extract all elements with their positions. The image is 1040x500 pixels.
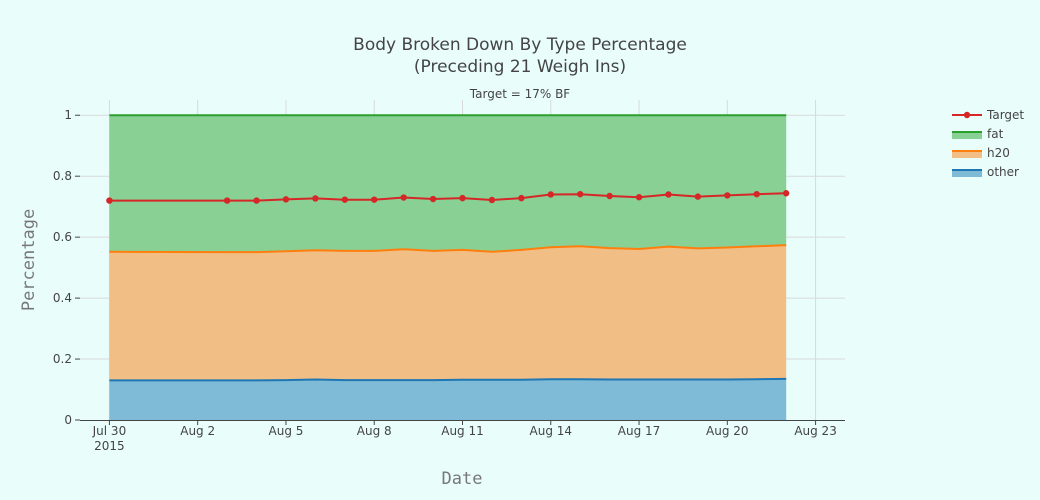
legend-label-other: other — [987, 165, 1019, 179]
legend-item-fat: fat — [952, 127, 1004, 141]
legend: Target fat h20 other — [952, 108, 1024, 179]
x-tick-label-1: Aug 2 — [180, 424, 215, 438]
chart-subtitle: Target = 17% BF — [469, 87, 571, 101]
area-series — [109, 115, 787, 420]
target-point-7 — [400, 194, 407, 201]
legend-swatch-h20 — [952, 151, 982, 158]
line-h20 — [109, 244, 787, 254]
series-lines — [109, 114, 787, 382]
target-point-6 — [371, 196, 378, 203]
legend-item-other: other — [952, 165, 1019, 179]
target-series — [106, 190, 790, 204]
x-tick-label-4: Aug 11 — [441, 424, 484, 438]
legend-item-h20: h20 — [952, 146, 1010, 160]
y-tick-label-1: 0.2 — [53, 352, 72, 366]
x-tick-year: 2015 — [94, 439, 125, 453]
target-point-8 — [429, 195, 437, 203]
target-point-4 — [312, 195, 319, 202]
target-point-16 — [665, 191, 672, 198]
legend-label-Target: Target — [986, 108, 1024, 122]
target-point-12 — [547, 191, 554, 198]
target-point-11 — [518, 194, 525, 202]
y-tick-label-3: 0.6 — [53, 230, 72, 244]
y-axis-ticks: 0 0.2 0.4 0.6 0.8 1 — [53, 108, 80, 427]
legend-swatch-other — [952, 170, 982, 177]
y-tick-label-2: 0.4 — [53, 291, 72, 305]
target-point-3 — [282, 196, 290, 203]
target-point-0 — [106, 197, 113, 204]
x-tick-label-7: Aug 20 — [706, 424, 749, 438]
legend-label-fat: fat — [987, 127, 1004, 141]
x-axis-ticks: Jul 30 Aug 2 Aug 5 Aug 8 Aug 11 Aug 14 Aug 17 A… — [92, 420, 837, 453]
target-point-1 — [223, 197, 231, 204]
x-tick-label-8: Aug 23 — [794, 424, 837, 438]
legend-marker-Target — [963, 111, 971, 119]
target-point-10 — [488, 196, 496, 204]
target-point-15 — [635, 194, 643, 201]
x-tick-label-2: Aug 5 — [269, 424, 304, 438]
x-tick-label-6: Aug 17 — [618, 424, 661, 438]
legend-label-h20: h20 — [987, 146, 1010, 160]
line-other — [109, 377, 787, 382]
area-fat — [109, 115, 787, 253]
target-point-17 — [694, 193, 702, 200]
x-axis-title: Date — [442, 469, 483, 489]
target-point-20 — [782, 190, 790, 197]
x-tick-label-0: Jul 30 — [92, 424, 127, 438]
x-tick-label-5: Aug 14 — [530, 424, 573, 438]
chart-title-line2: (Preceding 21 Weigh Ins) — [414, 57, 626, 77]
target-point-13 — [576, 190, 584, 198]
y-axis-title: Percentage — [19, 209, 39, 311]
legend-swatch-fat — [952, 132, 982, 139]
target-point-9 — [459, 194, 466, 202]
target-point-5 — [341, 196, 349, 203]
y-tick-label-5: 1 — [64, 108, 72, 122]
area-h20 — [109, 245, 787, 381]
target-point-18 — [724, 192, 731, 199]
target-point-19 — [753, 190, 760, 198]
y-tick-label-4: 0.8 — [53, 169, 72, 183]
target-point-14 — [606, 192, 613, 200]
y-tick-label-0: 0 — [64, 413, 72, 427]
target-point-2 — [253, 197, 260, 204]
legend-item-Target: Target — [952, 108, 1024, 122]
area-other — [109, 378, 787, 420]
x-tick-label-3: Aug 8 — [357, 424, 392, 438]
chart-title: Body Broken Down By Type Percentage — [353, 35, 687, 55]
